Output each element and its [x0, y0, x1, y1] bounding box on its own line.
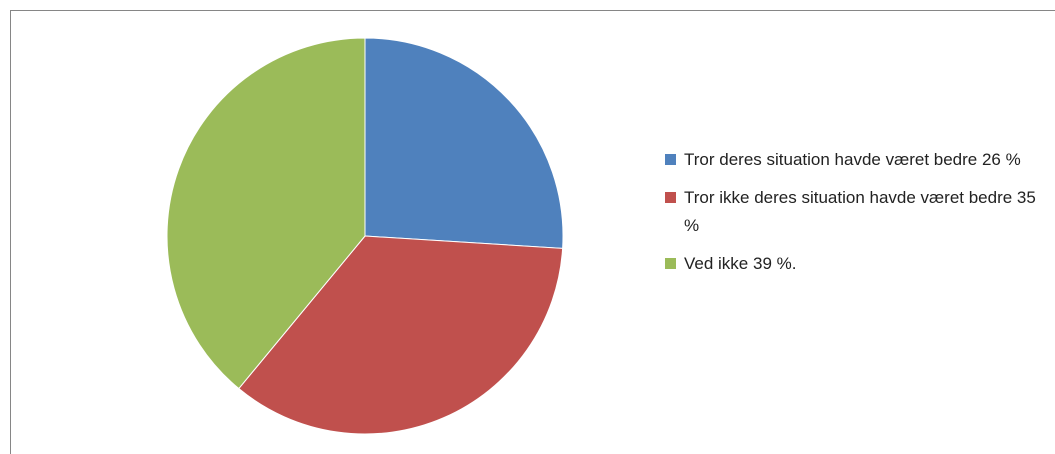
- legend-swatch: [665, 258, 676, 269]
- legend: Tror deres situation havde været bedre 2…: [665, 146, 1045, 288]
- legend-item: Tror deres situation havde været bedre 2…: [665, 146, 1045, 174]
- pie-slice: [238, 235, 564, 435]
- legend-label: Ved ikke 39 %.: [684, 254, 797, 273]
- legend-label: Tror deres situation havde været bedre 2…: [684, 150, 1021, 169]
- legend-swatch: [665, 154, 676, 165]
- chart-frame: [10, 10, 1055, 454]
- legend-swatch: [665, 192, 676, 203]
- legend-item: Tror ikke deres situation havde været be…: [665, 184, 1045, 240]
- pie-slice: [364, 37, 564, 249]
- pie-slice: [166, 37, 366, 390]
- legend-label: Tror ikke deres situation havde været be…: [684, 188, 1036, 235]
- legend-item: Ved ikke 39 %.: [665, 250, 1045, 278]
